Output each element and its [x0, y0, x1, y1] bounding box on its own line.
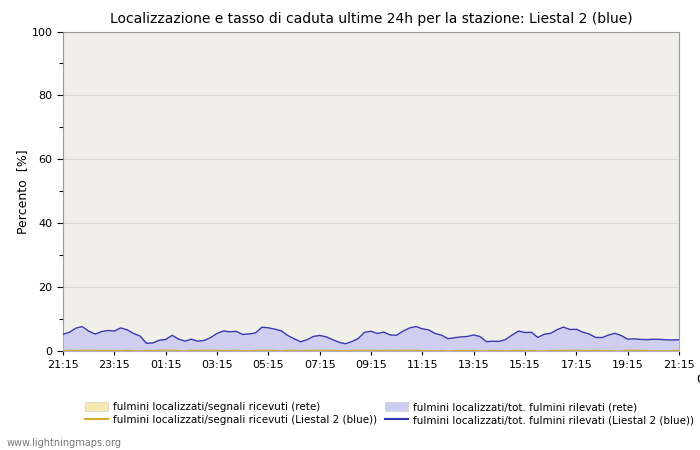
Y-axis label: Percento  [%]: Percento [%]: [16, 149, 29, 234]
Text: www.lightningmaps.org: www.lightningmaps.org: [7, 438, 122, 448]
X-axis label: Orario: Orario: [696, 374, 700, 387]
Legend: fulmini localizzati/segnali ricevuti (rete), fulmini localizzati/segnali ricevut: fulmini localizzati/segnali ricevuti (re…: [80, 398, 699, 430]
Title: Localizzazione e tasso di caduta ultime 24h per la stazione: Liestal 2 (blue): Localizzazione e tasso di caduta ultime …: [110, 12, 632, 26]
